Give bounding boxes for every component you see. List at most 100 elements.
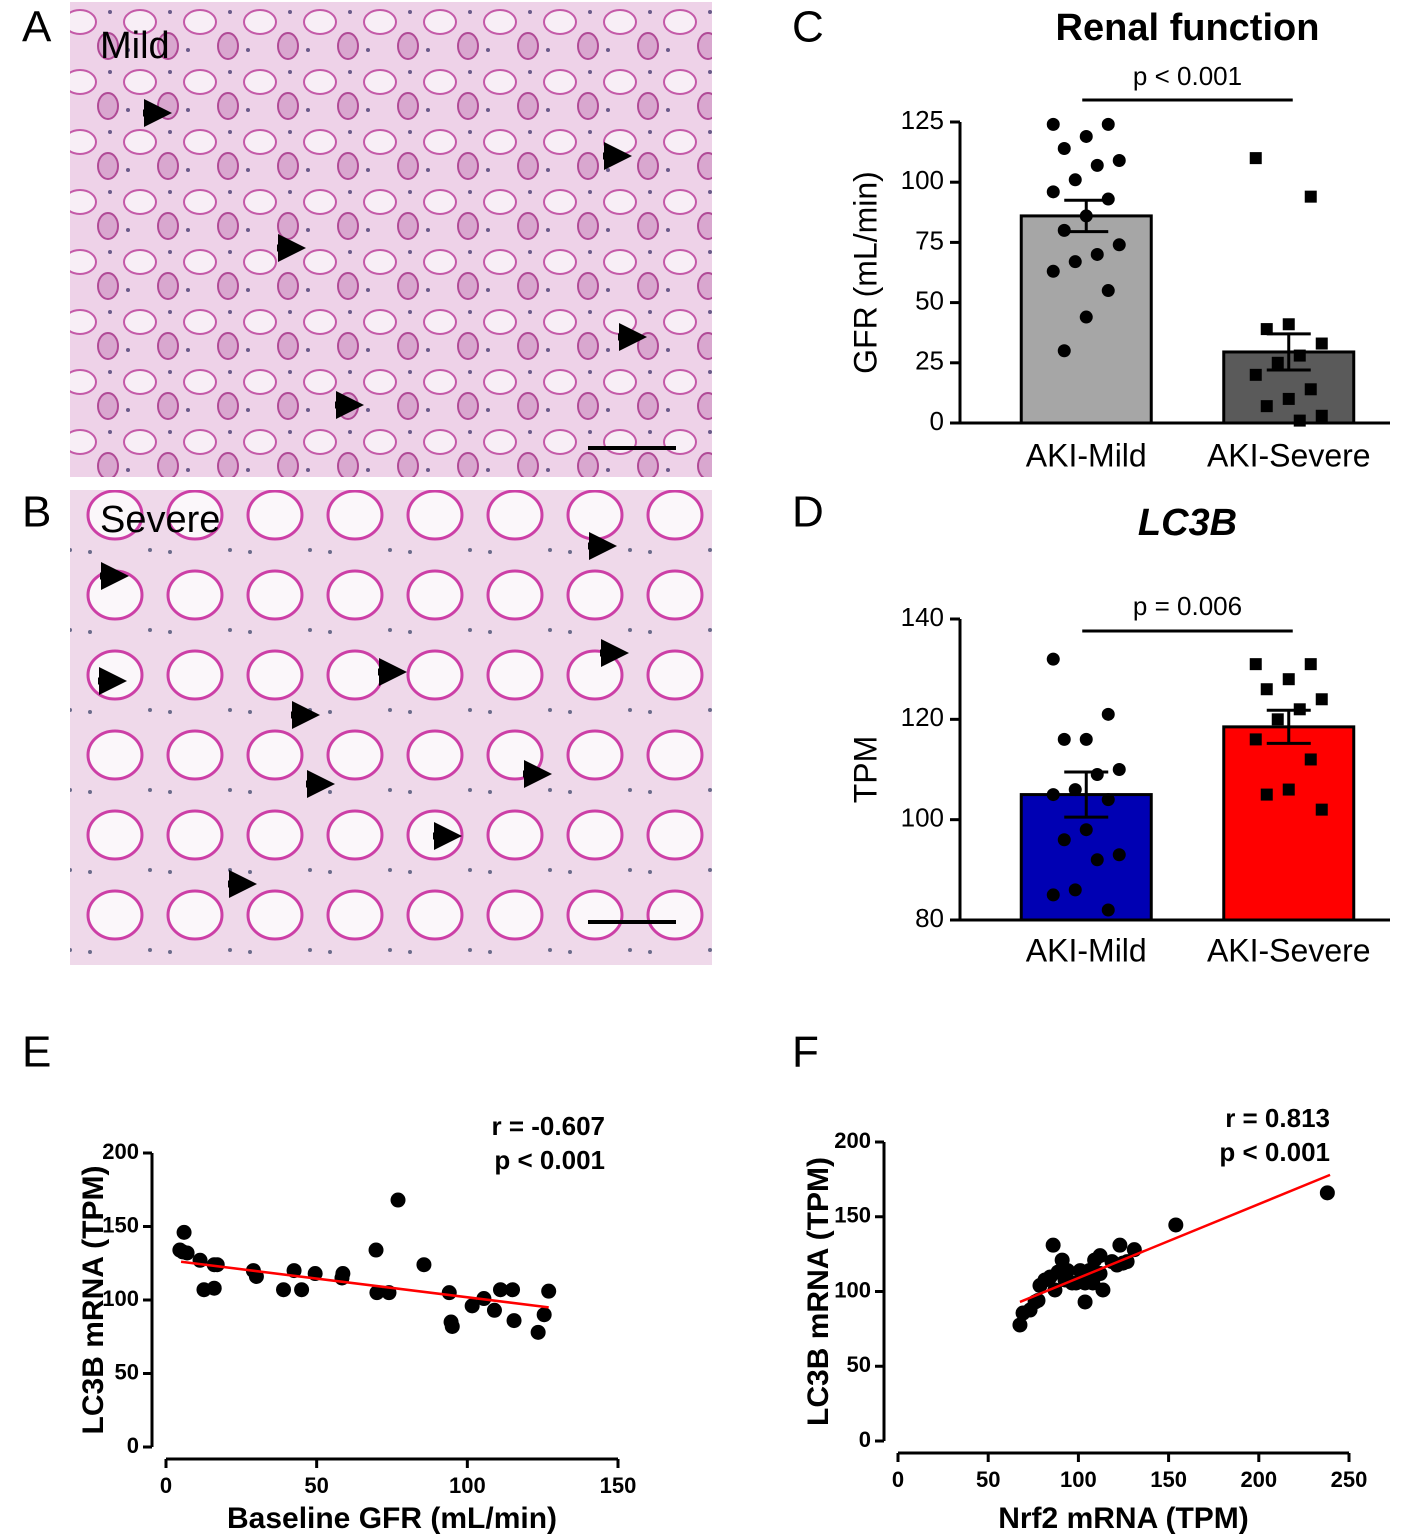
p-value: p < 0.001 (1133, 61, 1242, 91)
y-tick-label: 140 (901, 602, 944, 632)
data-point (1260, 788, 1273, 801)
data-point (1249, 733, 1262, 746)
data-point (1046, 185, 1060, 199)
data-point (179, 1245, 195, 1261)
data-point (1057, 141, 1071, 155)
data-point (1045, 1237, 1061, 1253)
data-point (1079, 732, 1093, 746)
data-point (1260, 400, 1273, 413)
chart-title: LC3B (1138, 502, 1237, 544)
chart-panel: D 80 100 120 140 TPM LC3B p = 0.006 AKI-Mild AKI-… (792, 488, 1390, 968)
data-point (1304, 658, 1317, 671)
data-point (1101, 903, 1115, 917)
y-tick-label: 125 (901, 105, 944, 135)
image-caption: Mild (100, 25, 170, 67)
data-point (209, 1257, 225, 1273)
data-point (1090, 158, 1104, 172)
y-tick-label: 200 (834, 1128, 871, 1153)
chart-panel: C 0 25 50 75 100 125 GFR (mL/min) Renal function… (792, 3, 1390, 473)
data-point (1046, 788, 1060, 802)
data-point (444, 1318, 460, 1334)
data-point (1282, 318, 1295, 331)
data-point (506, 1313, 522, 1329)
fit-line (1019, 1173, 1331, 1304)
x-tick-label: 100 (449, 1473, 486, 1498)
data-point (486, 1302, 502, 1318)
x-axis-label: Baseline GFR (mL/min) (227, 1502, 557, 1535)
x-tick-label: 250 (1331, 1467, 1368, 1492)
data-point (1260, 323, 1273, 336)
data-point (1282, 392, 1295, 405)
data-point (1112, 154, 1126, 168)
data-point (1101, 707, 1115, 721)
annotation: r = 0.813 (1225, 1103, 1330, 1133)
data-point (1101, 284, 1115, 298)
data-point (1101, 793, 1115, 807)
data-point (1249, 152, 1262, 165)
chart-panel: F 0 50 100 150 200 0 50 100 150 200 250 Nrf2 mRNA (T… (792, 1028, 1367, 1535)
data-point (1101, 117, 1115, 131)
data-point (1046, 888, 1060, 902)
y-tick-label: 0 (930, 406, 944, 436)
image-panel-a: A Mild (22, 2, 712, 477)
data-point (1249, 368, 1262, 381)
data-point (1077, 1294, 1093, 1310)
data-point (441, 1285, 457, 1301)
x-tick-label: AKI-Severe (1207, 932, 1371, 968)
y-tick-label: 120 (901, 702, 944, 732)
p-value: p = 0.006 (1133, 591, 1242, 621)
data-point (1304, 190, 1317, 203)
data-point (1057, 833, 1071, 847)
x-tick-label: 150 (1150, 1467, 1187, 1492)
y-axis-label: TPM (847, 736, 883, 804)
data-point (1271, 713, 1284, 726)
data-point (294, 1282, 310, 1298)
data-point (1282, 673, 1295, 686)
data-point (1090, 247, 1104, 261)
y-tick-label: 100 (102, 1286, 139, 1311)
data-point (1260, 683, 1273, 696)
data-point (1315, 337, 1328, 350)
data-point (1304, 383, 1317, 396)
y-axis-label: LC3B mRNA (TPM) (802, 1157, 835, 1426)
fit-line (180, 1260, 549, 1309)
data-point (1060, 1263, 1076, 1279)
y-tick-label: 50 (115, 1359, 139, 1384)
histology-image (70, 2, 712, 477)
data-point (1079, 823, 1093, 837)
data-point (1282, 783, 1295, 796)
x-tick-label: 150 (600, 1473, 637, 1498)
panel-letter: C (792, 3, 824, 52)
x-tick-label: 50 (976, 1467, 1000, 1492)
data-point (1293, 414, 1306, 427)
y-tick-label: 100 (901, 803, 944, 833)
data-point (1068, 883, 1082, 897)
annotation: p < 0.001 (494, 1145, 605, 1175)
data-point (369, 1285, 385, 1301)
data-point (1315, 803, 1328, 816)
data-point (1068, 783, 1082, 797)
data-point (1112, 238, 1126, 252)
x-tick-label: 50 (304, 1473, 328, 1498)
data-point (536, 1307, 552, 1323)
data-point (276, 1282, 292, 1298)
data-point (1304, 753, 1317, 766)
data-point (1315, 693, 1328, 706)
data-point (1057, 223, 1071, 237)
data-point (1319, 1185, 1335, 1201)
data-point (1079, 310, 1093, 324)
panel-letter: E (22, 1028, 51, 1077)
data-point (390, 1192, 406, 1208)
data-point (1293, 349, 1306, 362)
data-point (505, 1282, 521, 1298)
bar (1222, 725, 1356, 922)
data-point (206, 1280, 222, 1296)
x-tick-label: 200 (1240, 1467, 1277, 1492)
y-tick-label: 200 (102, 1139, 139, 1164)
data-point (1079, 209, 1093, 223)
data-point (464, 1298, 480, 1314)
panel-letter: F (792, 1028, 819, 1077)
data-point (1090, 768, 1104, 782)
data-point (176, 1224, 192, 1240)
